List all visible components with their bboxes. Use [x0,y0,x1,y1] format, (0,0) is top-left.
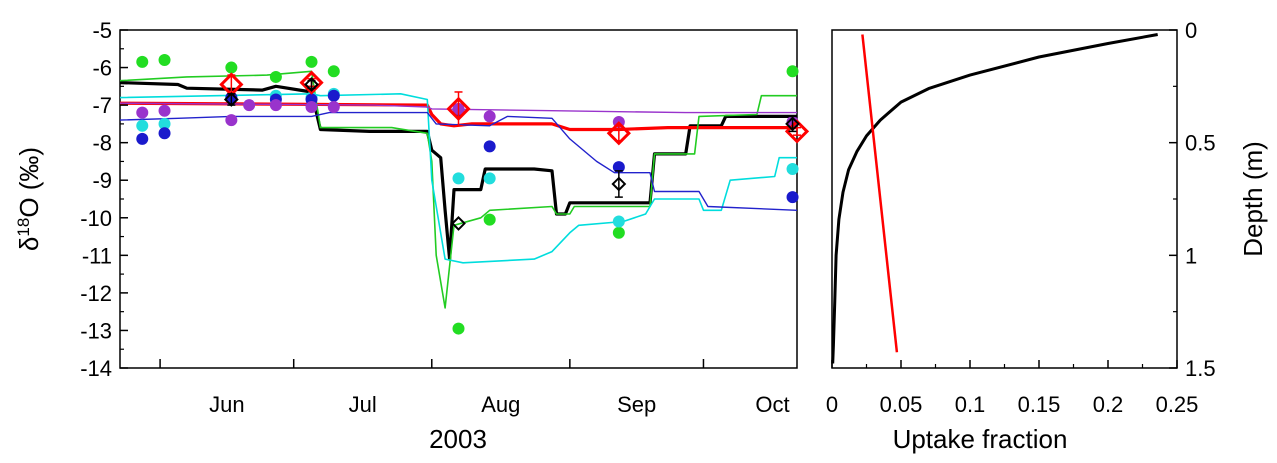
red-diamond-marker-3 [606,121,631,146]
model-series-line-1 [119,101,797,132]
left-y-tick-label-5: -9 [92,168,112,193]
sample-dot-1-9 [786,162,799,175]
sample-dot-2-9 [786,191,799,204]
sample-dot-2-0 [136,132,149,145]
uptake-series-line-1 [861,34,899,353]
right-x-tick-label-2: 0.1 [955,392,986,417]
sample-dot-3-6 [327,100,340,113]
sample-dot-3-5 [305,100,318,113]
model-series-line-5 [119,102,797,114]
model-series-line-4 [119,111,798,211]
right-x-tick-label-5: 0.25 [1156,392,1199,417]
left-x-month-label-0: Jun [209,392,244,417]
sample-dot-3-4 [269,99,282,112]
sample-dot-3-1 [158,104,171,117]
sample-dot-1-6 [452,172,465,185]
right-x-tick-label-1: 0.05 [880,392,923,417]
left-y-tick-label-6: -8 [92,131,112,156]
left-y-tick-label-2: -12 [80,281,112,306]
black-diamond-marker-1 [304,77,319,92]
sample-dot-2-8 [612,161,625,174]
sample-dot-0-5 [327,65,340,78]
right-chart-uptake-profile: 0 0.05 0.1 0.15 0.2 0.25 0 0.5 1 1.5 Uptake frac… [826,18,1268,454]
left-y-tick-label-9: -5 [92,18,112,43]
left-y-tick-label-8: -6 [92,56,112,81]
left-x-month-label-3: Sep [617,392,656,417]
right-y-tick-label-3: 1.5 [1185,356,1216,381]
left-y-tick-label-1: -13 [80,318,112,343]
left-y-axis-title: δ18O (‰) [14,147,45,251]
sample-dot-0-7 [483,213,496,226]
sample-dot-0-6 [452,322,465,335]
left-series-group [119,70,798,309]
model-series-line-3 [119,93,797,264]
sample-dot-0-0 [136,55,149,68]
left-y-tick-label-7: -7 [92,93,112,118]
right-x-tick-label-3: 0.15 [1018,392,1061,417]
left-x-month-label-4: Oct [755,392,789,417]
sample-dot-1-0 [136,119,149,132]
sample-dot-1-1 [158,117,171,130]
sample-dot-0-2 [225,61,238,74]
y-title-sup: 18 [14,218,33,237]
left-y-tick-label-4: -10 [80,206,112,231]
right-y-axis: 0 0.5 1 1.5 [1169,18,1216,381]
right-x-tick-label-0: 0 [826,392,838,417]
right-x-axis-title: Uptake fraction [893,424,1068,454]
left-x-month-label-2: Aug [481,392,520,417]
left-diamonds-group [219,70,810,231]
right-x-axis: 0 0.05 0.1 0.15 0.2 0.25 [826,360,1199,417]
sample-dot-3-8 [483,110,496,123]
left-x-axis-title: 2003 [429,424,487,454]
right-plot-frame [831,29,1178,369]
sample-dot-1-8 [612,215,625,228]
sample-dot-0-4 [305,55,318,68]
left-y-tick-label-3: -11 [82,243,112,268]
sample-dot-3-0 [136,106,149,119]
y-title-delta: δ [14,237,44,251]
black-diamond-marker-4 [785,116,800,132]
sample-dot-3-2 [225,114,238,127]
sample-dot-0-1 [158,54,171,67]
black-diamond-marker-0 [223,92,239,107]
left-x-axis: Jun Jul Aug Sep Oct [159,359,790,417]
red-diamond-marker-2 [446,96,471,121]
sample-dot-0-3 [269,70,282,83]
sample-dot-1-7 [483,172,496,185]
right-x-tick-label-4: 0.2 [1093,392,1124,417]
sample-dot-2-5 [327,89,340,102]
right-y-tick-label-0: 0 [1185,18,1197,43]
sample-dot-3-3 [243,99,256,112]
model-series-line-2 [119,70,797,309]
uptake-series-line-0 [831,33,1158,364]
right-y-tick-label-2: 1 [1185,243,1197,268]
black-diamond-marker-3 [611,176,627,192]
right-series-group [831,33,1158,364]
left-x-month-label-1: Jul [349,392,377,417]
left-dots-group [136,54,799,335]
left-y-axis: -14 -13 -12 -11 -10 -9 -8 -7 -6 -5 [80,18,128,381]
right-y-axis-title: Depth (m) [1238,141,1268,257]
sample-dot-0-9 [786,65,799,78]
left-y-tick-label-0: -14 [80,356,112,381]
red-diamond-marker-1 [299,70,324,95]
left-chart-isotope-timeseries: -14 -13 -12 -11 -10 -9 -8 -7 -6 -5 Jun Jul Aug Sep Oc… [14,18,810,454]
sample-dot-0-8 [612,226,625,239]
black-diamond-marker-2 [451,215,466,231]
right-y-tick-label-1: 0.5 [1185,131,1216,156]
sample-dot-2-1 [158,127,171,140]
y-title-rest: O (‰) [14,147,44,218]
sample-dot-2-7 [483,140,496,153]
